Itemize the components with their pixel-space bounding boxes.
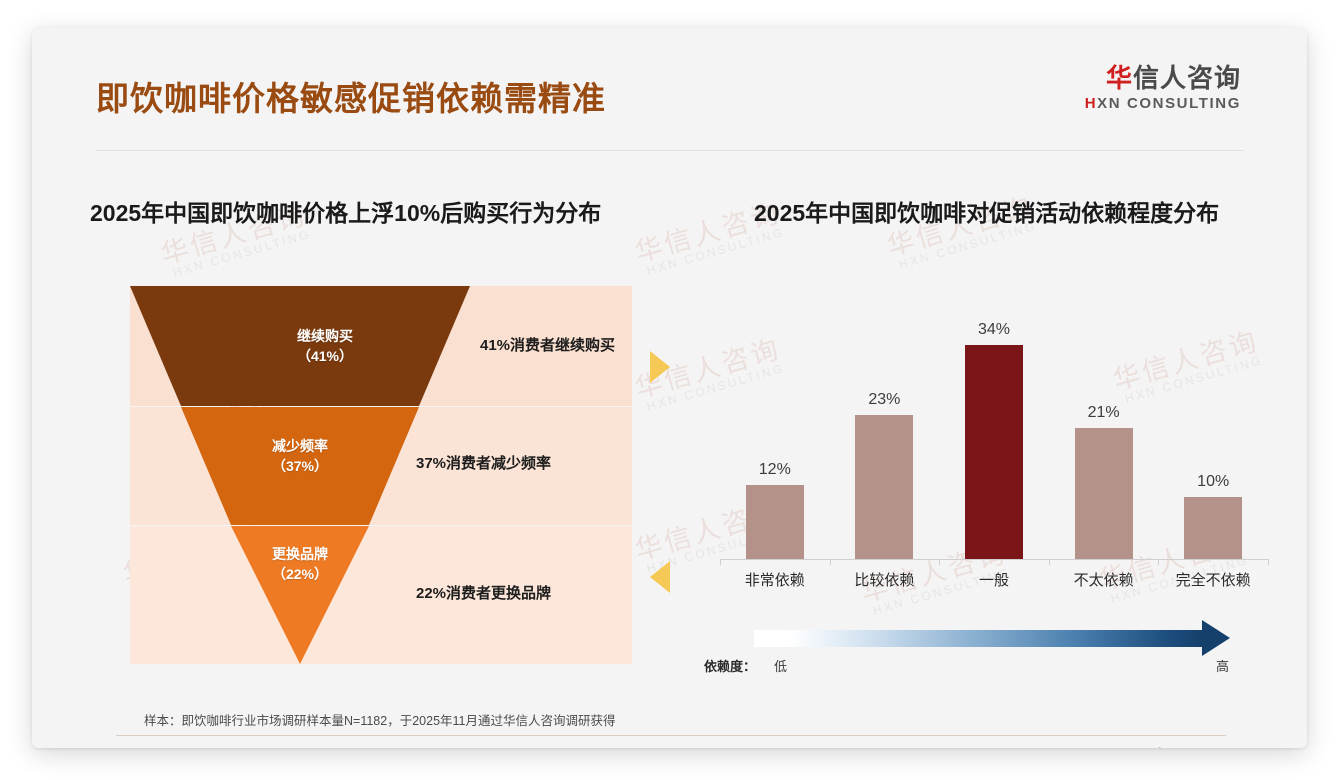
funnel-shape <box>130 286 470 664</box>
bar-value-2: 34% <box>977 321 1010 338</box>
bar-value-3: 21% <box>1087 404 1120 421</box>
page-title: 即饮咖啡价格敏感促销依赖需精准 <box>96 80 606 117</box>
brand-logo-cn: 华信人咨询 <box>1085 63 1241 93</box>
funnel-segment-1 <box>181 407 419 525</box>
funnel-segment-label-1: 减少频率 （37%） <box>215 436 385 477</box>
watermark-en: HXN CONSULTING <box>171 227 313 281</box>
funnel-segment-value-1: （37%） <box>271 458 329 475</box>
slide-card: 华信人咨询 HXN CONSULTING 华信人咨询 HXN CONSULTIN… <box>32 28 1307 748</box>
triangle-left-icon <box>650 561 670 593</box>
funnel-segment-name-2: 更换品牌 <box>272 546 328 562</box>
bar-rect-3[interactable] <box>1074 428 1133 560</box>
funnel-note-1: 37%消费者减少频率 <box>416 455 552 472</box>
funnel-segment-value-2: （22%） <box>271 566 329 583</box>
axis-tick <box>1048 559 1050 565</box>
brand-logo-cn-accent: 华 <box>1105 63 1133 93</box>
bar-category-1: 比较依赖 <box>854 572 915 589</box>
brand-logo-en-accent: H <box>1084 95 1098 113</box>
footer-website[interactable]: www.hxrcon.com <box>1129 746 1223 748</box>
brand-logo-en: HXN CONSULTING <box>1084 95 1241 113</box>
bar-category-0: 非常依赖 <box>744 572 805 589</box>
bar-value-4: 10% <box>1197 473 1230 490</box>
footer-copyright: ©2026.1 HXR华信人咨询 <box>116 746 256 748</box>
funnel-segment-label-0: 继续购买 （41%） <box>240 326 410 367</box>
gradient-bar <box>754 630 1202 647</box>
funnel-segment-0 <box>130 286 470 406</box>
dependence-bar-chart: 12% 23% 34% 21% 10% <box>720 308 1268 560</box>
legend-low-label: 低 <box>774 659 788 674</box>
source-note: 样本：即饮咖啡行业市场调研样本量N=1182，于2025年11月通过华信人咨询调… <box>144 714 616 728</box>
bar-column: 21% <box>1049 308 1159 560</box>
axis-tick <box>1158 559 1160 565</box>
legend-high-label: 高 <box>1216 659 1230 674</box>
funnel-segment-value-0: （41%） <box>296 348 354 365</box>
funnel-chart: 继续购买 （41%） 减少频率 （37%） 更换品牌 （22%） 41%消费者继… <box>130 286 632 664</box>
brand-logo: 华信人咨询 HXN CONSULTING <box>1084 63 1241 113</box>
axis-tick <box>1268 559 1269 565</box>
title-divider <box>96 150 1244 151</box>
watermark-en: HXN CONSULTING <box>645 225 787 279</box>
dependence-gradient-legend: 依赖度： 低 高 <box>704 620 1270 686</box>
bar-column: 23% <box>830 308 940 560</box>
funnel-band <box>130 526 632 664</box>
funnel-segment-name-1: 减少频率 <box>272 438 328 454</box>
bar-rect-0[interactable] <box>745 485 804 560</box>
funnel-note-0: 41%消费者继续购买 <box>480 337 616 354</box>
bar-category-2: 一般 <box>978 572 1009 589</box>
funnel-note-2: 22%消费者更换品牌 <box>416 585 552 602</box>
gradient-arrowhead-icon <box>1202 620 1230 656</box>
funnel-segment-label-2: 更换品牌 （22%） <box>215 544 385 585</box>
bar-value-0: 12% <box>758 461 791 478</box>
triangle-right-icon <box>650 351 670 383</box>
axis-tick <box>939 559 941 565</box>
axis-tick <box>829 559 831 565</box>
brand-logo-cn-rest: 信人咨询 <box>1132 63 1241 93</box>
bar-rect-1[interactable] <box>855 415 914 560</box>
left-chart-heading: 2025年中国即饮咖啡价格上浮10%后购买行为分布 <box>90 200 602 226</box>
right-chart-heading: 2025年中国即饮咖啡对促销活动依赖程度分布 <box>754 200 1220 226</box>
bar-category-3: 不太依赖 <box>1073 572 1134 589</box>
footer-divider <box>116 735 1226 736</box>
axis-tick <box>720 559 721 565</box>
legend-title: 依赖度： <box>704 659 757 674</box>
bar-category-4: 完全不依赖 <box>1175 572 1251 589</box>
funnel-segment-name-0: 继续购买 <box>297 328 353 344</box>
funnel-segment-2 <box>231 526 369 664</box>
bar-value-1: 23% <box>868 391 901 408</box>
bar-rect-4[interactable] <box>1184 497 1243 560</box>
bar-chart-axis <box>720 559 1268 560</box>
bar-column: 12% <box>720 308 830 560</box>
bar-rect-2[interactable] <box>964 345 1023 560</box>
bar-column: 10% <box>1158 308 1268 560</box>
brand-logo-en-rest: XN CONSULTING <box>1097 95 1241 113</box>
bar-column: 34% <box>939 308 1049 560</box>
